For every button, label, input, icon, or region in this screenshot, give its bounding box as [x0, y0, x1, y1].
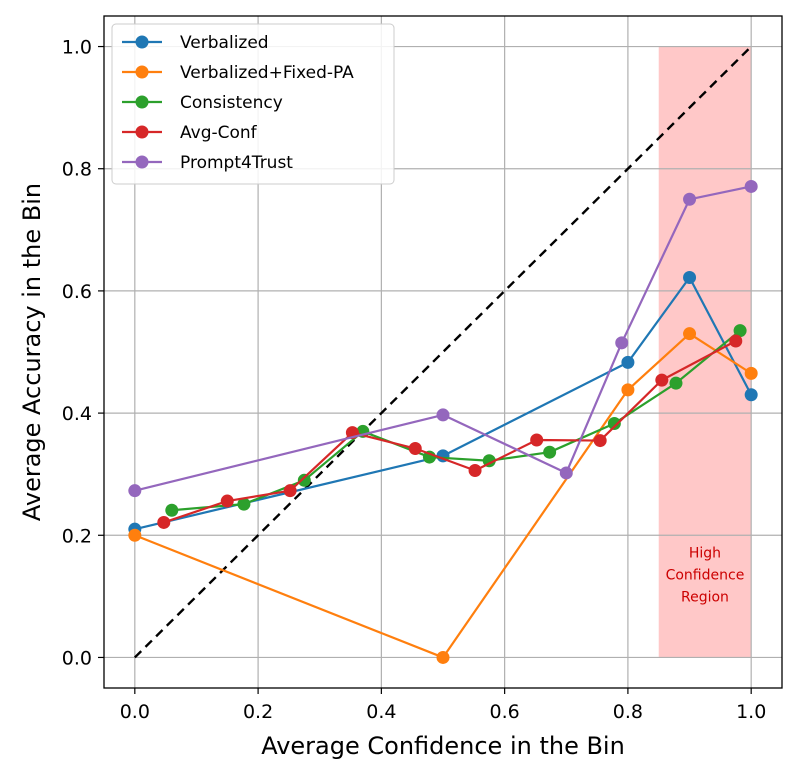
annotation-line-0: High [689, 545, 721, 561]
series-line [171, 329, 741, 512]
data-point [220, 494, 234, 508]
data-point [744, 366, 758, 380]
x-tick-label: 0.6 [490, 701, 520, 723]
data-point [621, 383, 635, 397]
legend-item-prompt4trust: Prompt4Trust [122, 153, 293, 173]
legend: Verbalized Verbalized+Fixed-PA Consistency… [111, 23, 395, 185]
data-point [744, 179, 758, 193]
data-point [559, 466, 573, 480]
data-point [530, 433, 544, 447]
data-point [283, 484, 297, 498]
legend-label: Avg-Conf [180, 123, 258, 143]
data-point [128, 484, 142, 498]
legend-label: Consistency [180, 93, 283, 113]
data-point [607, 416, 621, 430]
annotation-line-2: Region [681, 589, 729, 605]
x-tick-label: 0.2 [243, 701, 273, 723]
data-point [543, 445, 557, 459]
series-verbalized-fixed-pa [128, 327, 758, 664]
y-axis-label: Average Accuracy in the Bin [18, 183, 46, 521]
x-axis-label: Average Confidence in the Bin [261, 732, 625, 760]
x-tick-label: 0.0 [120, 701, 150, 723]
y-tick-label: 0.0 [62, 647, 92, 669]
legend-marker [135, 65, 149, 79]
series-avg-conf [157, 334, 743, 529]
series-prompt4trust [128, 179, 758, 498]
legend-marker [135, 95, 149, 109]
plot-frame [103, 15, 783, 689]
y-tick-label: 0.2 [62, 525, 92, 547]
legend-marker [135, 35, 149, 49]
data-point [468, 464, 482, 478]
data-point [128, 528, 142, 542]
legend-marker [135, 125, 149, 139]
data-point [436, 650, 450, 664]
data-point [436, 408, 450, 422]
legend-item-avg-conf: Avg-Conf [122, 123, 258, 143]
legend-item-consistency: Consistency [122, 93, 283, 113]
data-point [297, 473, 311, 487]
y-tick-label: 0.4 [62, 403, 92, 425]
y-tick-label: 1.0 [62, 37, 92, 59]
data-point [683, 270, 697, 284]
data-point [593, 434, 607, 448]
legend-box [111, 23, 395, 185]
data-point [165, 503, 179, 517]
data-point [733, 324, 747, 338]
data-point [655, 373, 669, 387]
legend-label: Verbalized [180, 33, 269, 53]
data-point [621, 355, 635, 369]
x-tick-label: 0.8 [613, 701, 643, 723]
y-tick-label: 0.8 [62, 159, 92, 181]
legend-label: Verbalized+Fixed-PA [180, 63, 354, 83]
legend-label: Prompt4Trust [180, 153, 293, 173]
data-point [237, 497, 251, 511]
legend-marker [135, 155, 149, 169]
data-point [683, 192, 697, 206]
y-tick-label: 0.6 [62, 281, 92, 303]
series-line [163, 340, 737, 524]
data-point [729, 334, 743, 348]
data-point [669, 376, 683, 390]
legend-item-verbalized: Verbalized [122, 33, 269, 53]
high-confidence-region [658, 46, 752, 658]
legend-item-verbalized-fixed-pa: Verbalized+Fixed-PA [122, 63, 354, 83]
annotation-line-1: Confidence [666, 567, 745, 583]
data-point [408, 442, 422, 456]
data-point [615, 336, 629, 350]
x-tick-label: 0.4 [366, 701, 396, 723]
perfect-calibration-line [133, 45, 753, 659]
data-point [683, 327, 697, 341]
data-point [157, 515, 171, 529]
x-tick-label: 1.0 [736, 701, 766, 723]
series-consistency [165, 324, 747, 517]
data-point [744, 388, 758, 402]
series-line [134, 185, 752, 492]
